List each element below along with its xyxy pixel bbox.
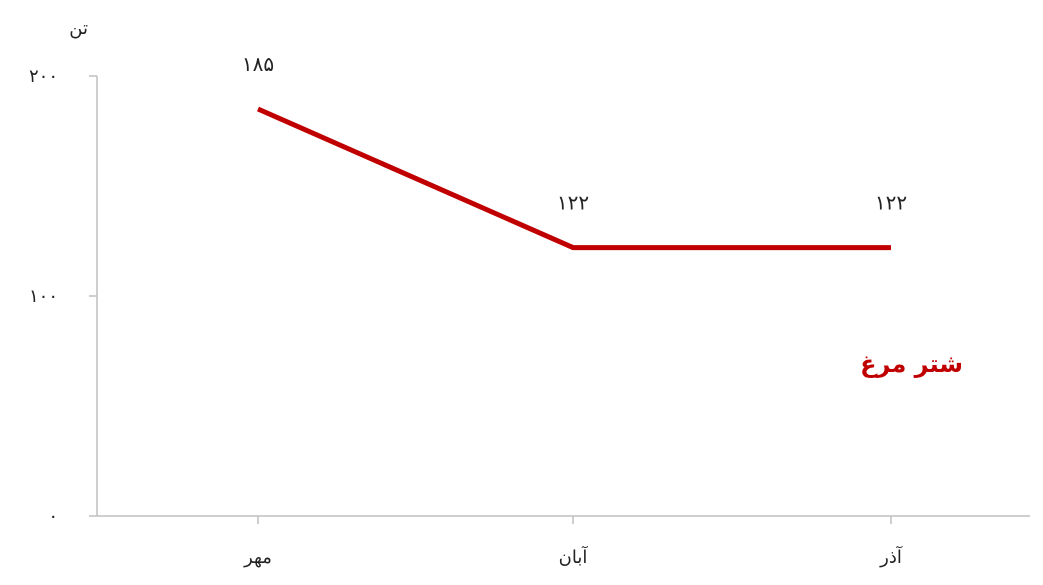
series-layer [256, 106, 891, 251]
labels-layer: ۰ ۱۰۰ ۲۰۰ تن مهر آبان آذر ۱۸۵ ۱۲۲ ۱۲۲ شتر مرغ [29, 18, 963, 568]
y-tick-label: ۱۰۰ [29, 286, 58, 307]
x-category-label: مهر [243, 547, 272, 568]
y-axis-unit-label: تن [69, 18, 88, 39]
series-name-label: شتر مرغ [860, 350, 963, 378]
data-label: ۱۲۲ [557, 191, 589, 215]
series-line [256, 106, 891, 251]
data-label: ۱۸۵ [242, 52, 274, 76]
y-tick-label: ۰ [48, 506, 58, 527]
data-label: ۱۲۲ [875, 191, 907, 215]
axes [89, 75, 1030, 524]
y-tick-label: ۲۰۰ [29, 66, 58, 87]
x-category-label: آذر [879, 545, 903, 568]
x-category-label: آبان [559, 545, 589, 568]
